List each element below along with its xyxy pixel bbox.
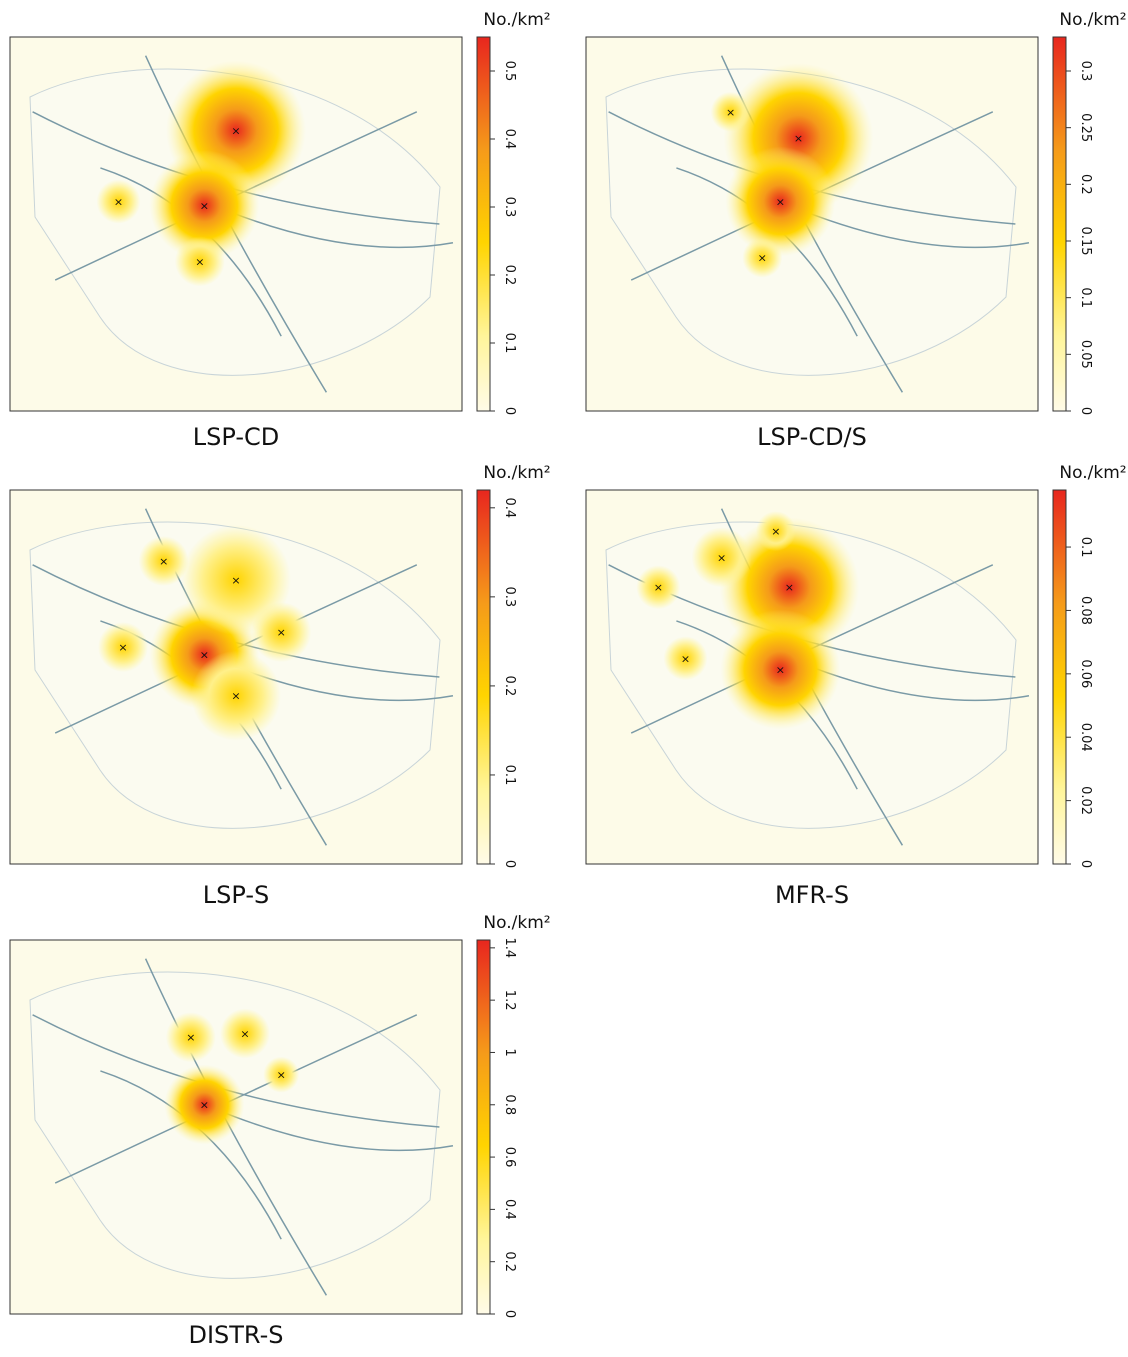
colorbar-tick-label: 1.2 (502, 990, 517, 1011)
colorbar-tick-label: 0.08 (1078, 596, 1093, 625)
colorbar-tick-label: 0.2 (502, 1251, 517, 1272)
density-hotspot (96, 179, 141, 224)
panel-title: LSP-S (203, 881, 269, 909)
facility-marker: × (231, 574, 240, 587)
road (213, 1107, 454, 1152)
colorbar-tick-label: 0.3 (1078, 61, 1093, 82)
colorbar-tick-label: 0.1 (1078, 287, 1093, 308)
facility-marker: × (771, 525, 780, 538)
facility-marker: × (159, 555, 168, 568)
facility-marker: × (195, 255, 204, 268)
density-hotspot (725, 146, 836, 257)
facility-marker: × (200, 1099, 209, 1112)
colorbar-tick-label: 0.25 (1078, 113, 1093, 142)
density-hotspot (149, 150, 260, 261)
colorbar-tick-label: 0.6 (502, 1147, 517, 1168)
colorbar-tick-label: 0 (1078, 407, 1093, 415)
colorbar-tick-label: 0.1 (502, 333, 517, 354)
colorbar-tick-label: 0.1 (502, 765, 517, 786)
colorbar-tick-label: 0 (502, 407, 517, 415)
facility-marker: × (277, 626, 286, 639)
facility-marker: × (726, 106, 735, 119)
density-hotspot (174, 236, 225, 287)
colorbar-tick-label: 0.15 (1078, 227, 1093, 256)
panel-title: DISTR-S (188, 1321, 283, 1349)
panel-title: LSP-CD/S (757, 423, 867, 451)
colorbar-unit: No./km² (1059, 463, 1126, 483)
facility-marker: × (654, 581, 663, 594)
density-hotspot (181, 524, 291, 635)
facility-marker: × (758, 252, 767, 265)
facility-marker: × (785, 581, 794, 594)
colorbar-tick-label: 0.2 (502, 265, 517, 286)
density-hotspot (138, 536, 189, 587)
panel: × × × × No./km² 0 0.1 0.2 0.3 0.4 0.5 LSP-CD (9, 10, 551, 451)
colorbar-tick-label: 0.4 (502, 497, 517, 518)
density-hotspot (742, 237, 783, 278)
colorbar-tick-label: 0.2 (502, 676, 517, 697)
colorbar-tick-label: 0.5 (502, 61, 517, 82)
colorbar-tick-label: 0.2 (1078, 174, 1093, 195)
colorbar-unit: No./km² (483, 913, 550, 933)
panel: × × × × No./km² 0 0.05 0.1 0.15 0.2 0.25 0.3 LSP-CD/… (585, 10, 1127, 451)
colorbar-tick-label: 0 (502, 1310, 517, 1318)
colorbar-tick-label: 0.05 (1078, 340, 1093, 369)
facility-marker: × (776, 664, 785, 677)
panel-title: MFR-S (775, 881, 849, 909)
facility-marker: × (231, 690, 240, 703)
facility-marker: × (200, 649, 209, 662)
colorbar-tick-label: 0.4 (502, 1199, 517, 1220)
panel: × × × × No./km² 0 0.2 0.4 0.6 0.8 1 1.2 1.4 DISTR-S (9, 913, 551, 1349)
colorbar-tick-label: 0.8 (502, 1094, 517, 1115)
colorbar-unit: No./km² (1059, 10, 1126, 30)
colorbar-unit: No./km² (483, 463, 550, 483)
panel: × × × × × × No./km² 0 0.02 0.04 0.06 0.08 0.1 MFR-S (585, 463, 1127, 909)
density-hotspot (220, 1008, 271, 1059)
density-hotspot (191, 650, 281, 741)
density-hotspot (663, 636, 708, 681)
colorbar-tick-label: 0.02 (1078, 786, 1093, 815)
colorbar (476, 36, 491, 412)
density-hotspot (98, 622, 148, 673)
density-hotspot (710, 91, 751, 132)
colorbar-tick-label: 0.06 (1078, 659, 1093, 688)
density-hotspot (755, 511, 796, 552)
facility-marker: × (776, 196, 785, 209)
colorbar (1052, 489, 1067, 865)
colorbar-unit: No./km² (483, 10, 550, 30)
density-hotspot (251, 602, 312, 663)
colorbar (476, 489, 491, 865)
colorbar-tick-label: 0.3 (502, 587, 517, 608)
density-hotspot (164, 1064, 245, 1145)
density-hotspot (636, 565, 681, 610)
facility-marker: × (681, 652, 690, 665)
colorbar-tick-label: 1 (502, 1048, 517, 1056)
facility-marker: × (277, 1069, 286, 1082)
colorbar-tick-label: 1.4 (502, 938, 517, 959)
facility-marker: × (200, 199, 209, 212)
panel: × × × × × × No./km² 0 0.1 0.2 0.3 0.4 LSP-S (9, 463, 551, 909)
facility-marker: × (114, 196, 123, 209)
colorbar-tick-label: 0 (1078, 860, 1093, 868)
facility-marker: × (231, 125, 240, 138)
colorbar (1052, 36, 1067, 412)
density-hotspot (691, 527, 752, 588)
panel-title: LSP-CD (193, 423, 279, 451)
density-hotspot (263, 1056, 300, 1093)
facility-marker: × (717, 551, 726, 564)
colorbar-tick-label: 0.04 (1078, 723, 1093, 752)
facility-marker: × (240, 1028, 249, 1041)
colorbar-tick-label: 0.3 (502, 197, 517, 218)
colorbar-tick-label: 0.1 (1078, 537, 1093, 558)
colorbar-tick-label: 0.4 (502, 129, 517, 150)
facility-marker: × (186, 1031, 195, 1044)
colorbar-tick-label: 0 (502, 860, 517, 868)
density-hotspot (720, 609, 841, 730)
facility-marker: × (794, 132, 803, 145)
facility-marker: × (118, 641, 127, 654)
density-hotspot (165, 1012, 216, 1063)
colorbar (476, 939, 491, 1315)
